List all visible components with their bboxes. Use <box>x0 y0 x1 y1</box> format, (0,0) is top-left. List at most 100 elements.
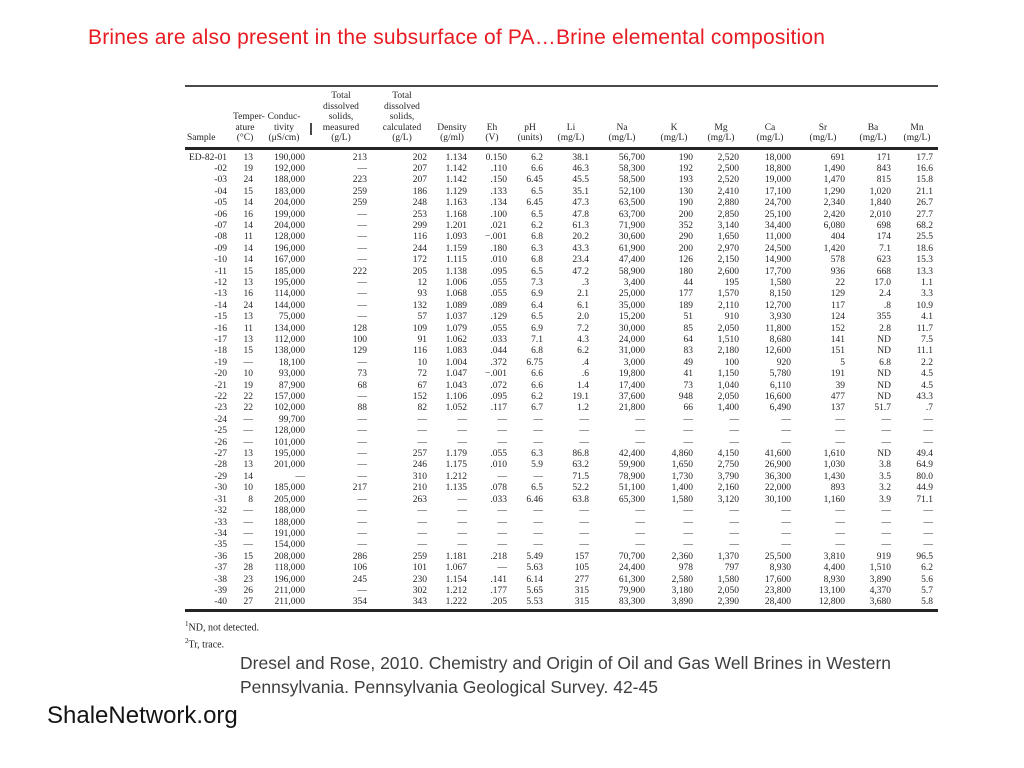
table-cell: 14 <box>243 198 254 209</box>
table-cell: 196,000 <box>274 574 305 585</box>
table-cell: 82 <box>417 403 428 414</box>
table-cell: 210 <box>412 483 427 494</box>
table-cell: 843 <box>876 163 891 174</box>
table-cell: -21 <box>214 380 227 391</box>
table-cell: 6.6 <box>531 163 543 174</box>
table-cell: 8,930 <box>823 574 845 585</box>
table-cell: — <box>417 540 428 551</box>
table-cell: — <box>457 426 468 437</box>
table-cell: 47,400 <box>618 255 645 266</box>
table-cell: 1,610 <box>823 449 845 460</box>
table-cell: 815 <box>876 175 891 186</box>
table-cell: 1.134 <box>445 152 467 163</box>
column-header: Ba (mg/L) <box>850 86 896 150</box>
column-header: Sample <box>185 86 232 150</box>
table-cell: 63,700 <box>618 209 645 220</box>
table-cell: 26,900 <box>764 460 791 471</box>
table-cell: .010 <box>490 255 507 266</box>
table-cell: — <box>357 540 368 551</box>
table-cell: 61,300 <box>618 574 645 585</box>
table-cell: 200 <box>678 209 693 220</box>
table-cell: 124 <box>830 312 845 323</box>
table-cell: 71.1 <box>916 494 933 505</box>
table-cell: — <box>533 414 544 425</box>
table-cell: 4,860 <box>671 449 693 460</box>
table-cell: 1,580 <box>671 494 693 505</box>
table-cell: 19.1 <box>572 392 589 403</box>
table-cell: 58,500 <box>618 175 645 186</box>
table-cell: — <box>533 540 544 551</box>
table-cell: 245 <box>352 574 367 585</box>
table-cell: 10 <box>243 483 254 494</box>
table-cell: 128,000 <box>274 426 305 437</box>
table-cell: 4.5 <box>921 369 933 380</box>
table-cell: 17,400 <box>618 380 645 391</box>
table-cell: 207 <box>412 163 427 174</box>
table-cell: .095 <box>490 266 507 277</box>
table-cell: — <box>357 471 368 482</box>
table-row: -21 19 87,900 68 67 1.043 .072 6.6 1.4 17,400 73 1,… <box>185 381 938 392</box>
table-cell: .055 <box>490 323 507 334</box>
table-cell: 7.1 <box>531 335 543 345</box>
table-cell: 1.052 <box>445 403 467 414</box>
table-cell: 46.3 <box>572 163 589 174</box>
table-cell: 51,100 <box>618 483 645 494</box>
table-cell: 7.5 <box>921 335 933 345</box>
table-cell: -37 <box>214 563 227 574</box>
table-cell: — <box>635 506 646 517</box>
table-cell: — <box>497 540 508 551</box>
table-cell: 47.2 <box>572 266 589 277</box>
table-cell: 4.5 <box>921 380 933 391</box>
table-cell: 259 <box>352 198 367 209</box>
table-cell: 207 <box>412 175 427 186</box>
table-cell: 3,890 <box>671 597 693 608</box>
table-cell: — <box>497 528 508 539</box>
table-cell: 13 <box>243 449 254 460</box>
table-cell: 24,000 <box>618 335 645 345</box>
table-cell: — <box>243 528 254 539</box>
table-cell: 1.135 <box>445 483 467 494</box>
table-cell: 6.9 <box>531 323 543 334</box>
table-cell: 78,900 <box>618 471 645 482</box>
table-cell: 126 <box>678 255 693 266</box>
table-cell: 67 <box>417 380 428 391</box>
table-cell: 7.2 <box>577 323 589 334</box>
table-cell: 3,810 <box>823 551 845 562</box>
table-cell: 18,100 <box>278 357 305 368</box>
table-cell: 24,500 <box>764 243 791 254</box>
table-cell: — <box>497 437 508 448</box>
table-cell: 1.047 <box>445 369 467 380</box>
table-cell: 1.4 <box>577 380 589 391</box>
table-cell: -03 <box>214 175 227 186</box>
table-cell: — <box>923 426 934 437</box>
table-cell: -38 <box>214 574 227 585</box>
table-cell: — <box>683 528 694 539</box>
table-cell: 22 <box>835 277 846 288</box>
citation: Dresel and Rose, 2010. Chemistry and Ori… <box>240 653 892 697</box>
table-cell: — <box>243 426 254 437</box>
table-cell: 6.3 <box>531 449 543 460</box>
table-cell: 88 <box>357 403 368 414</box>
table-cell: — <box>497 471 508 482</box>
table-cell: 61.3 <box>572 220 589 231</box>
table-cell: 5,780 <box>769 369 791 380</box>
site-footer: ShaleNetwork.org <box>47 702 238 729</box>
table-cell: 177 <box>678 289 693 300</box>
table-cell: 99,700 <box>278 414 305 425</box>
table-cell: 20.2 <box>572 232 589 243</box>
table-cell: — <box>781 517 792 528</box>
table-cell: 4,400 <box>823 563 845 574</box>
table-cell: 948 <box>678 392 693 403</box>
table-cell: — <box>533 506 544 517</box>
table-cell: 1,570 <box>717 289 739 300</box>
table-cell: -29 <box>214 471 227 482</box>
table-cell: 1,510 <box>717 335 739 345</box>
table-cell: 6.7 <box>531 403 543 414</box>
table-cell: 6.5 <box>531 209 543 220</box>
table-cell: 3,000 <box>623 357 645 368</box>
table-cell: .055 <box>490 277 507 288</box>
table-cell: -27 <box>214 449 227 460</box>
table-row: -09 14 196,000 — 244 1.159 .180 6.3 43.3 61,900 20… <box>185 244 938 255</box>
table-cell: -25 <box>214 426 227 437</box>
table-row: -24 — 99,700 — — — — — — — — — — — — — <box>185 415 938 426</box>
